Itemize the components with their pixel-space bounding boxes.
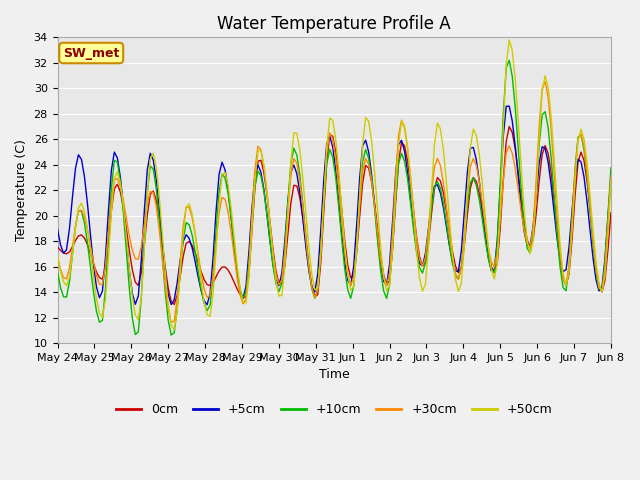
Text: SW_met: SW_met [63,47,120,60]
Legend: 0cm, +5cm, +10cm, +30cm, +50cm: 0cm, +5cm, +10cm, +30cm, +50cm [111,398,557,421]
Title: Water Temperature Profile A: Water Temperature Profile A [218,15,451,33]
X-axis label: Time: Time [319,368,349,381]
Y-axis label: Temperature (C): Temperature (C) [15,139,28,241]
